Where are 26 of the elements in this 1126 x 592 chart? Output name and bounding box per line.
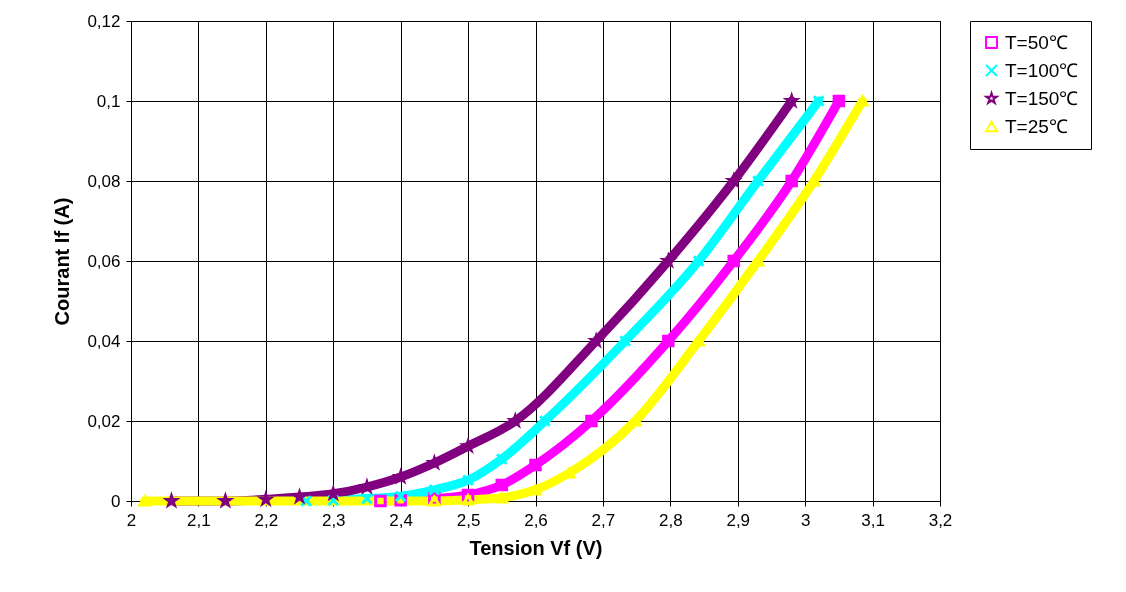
x-tick-label: 2,2	[254, 510, 279, 530]
y-tick-label: 0	[111, 491, 121, 511]
x-tick-label: 2,5	[456, 510, 481, 530]
x-tick-label: 2,9	[726, 510, 751, 530]
y-tick-label: 0,1	[96, 91, 121, 111]
x-tick-label: 2,4	[389, 510, 413, 530]
y-axis-title: Courant If (A)	[51, 197, 74, 326]
x-tick-label: 2,6	[524, 510, 548, 530]
y-tick-label: 0,08	[87, 171, 121, 191]
legend-label: T=100℃	[1005, 59, 1079, 81]
x-tick-label: 2,1	[187, 510, 211, 530]
x-tick-label: 3,2	[928, 510, 953, 530]
x-tick-label: 2,8	[659, 510, 683, 530]
x-axis-title: Tension Vf (V)	[469, 536, 603, 559]
y-tick-label: 0,12	[87, 11, 121, 31]
x-tick-label: 2,3	[321, 510, 346, 530]
legend-label: T=50℃	[1005, 31, 1068, 53]
y-tick-label: 0,02	[87, 411, 121, 431]
legend-label: T=25℃	[1005, 115, 1068, 137]
y-tick-label: 0,06	[87, 251, 121, 271]
x-tick-label: 3,1	[861, 510, 885, 530]
x-tick-label: 3	[800, 510, 811, 530]
y-tick-label: 0,04	[87, 331, 121, 351]
x-tick-label: 2,7	[591, 510, 616, 530]
x-tick-label: 2	[126, 510, 137, 530]
legend-label: T=150℃	[1005, 87, 1079, 109]
